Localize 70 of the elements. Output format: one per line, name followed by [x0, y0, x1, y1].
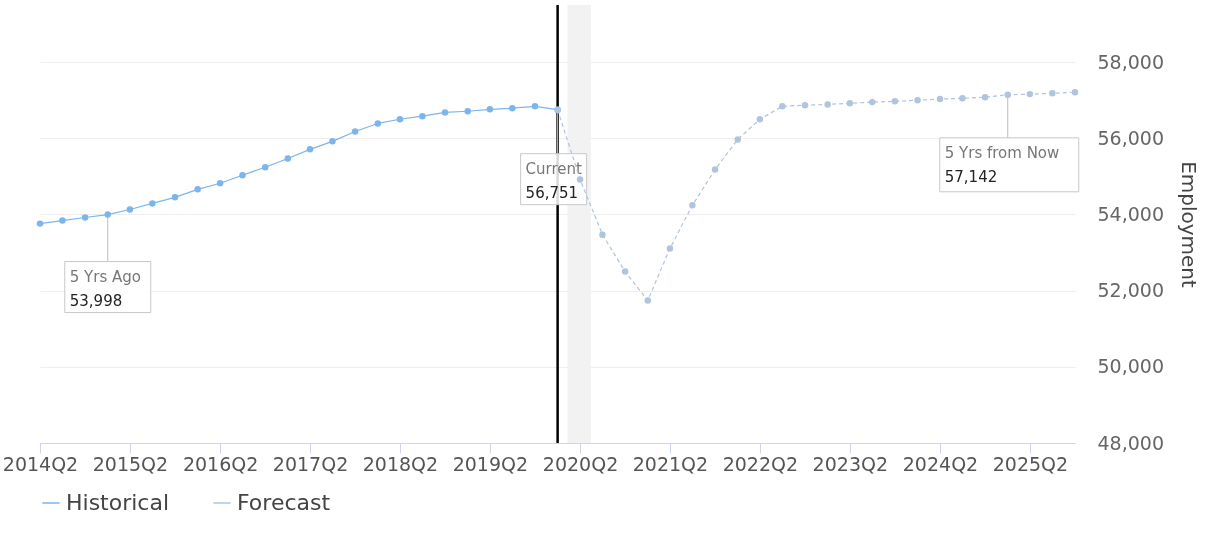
point	[981, 93, 989, 101]
point	[374, 120, 382, 127]
y-axis-title: Employment	[1176, 161, 1201, 289]
point	[194, 186, 201, 193]
point	[36, 220, 44, 227]
y-tick-label: 54,000	[1097, 202, 1164, 225]
point	[576, 176, 584, 183]
point	[464, 108, 471, 115]
point	[81, 214, 89, 221]
point	[621, 268, 629, 275]
x-tick-label: 2020Q2	[542, 452, 619, 475]
point	[531, 103, 539, 110]
x-tick-label: 2019Q2	[452, 452, 529, 475]
point	[936, 95, 944, 103]
point	[756, 116, 764, 123]
annotation: 5 Yrs Ago 53,998	[69, 267, 141, 310]
point	[284, 155, 292, 162]
point	[126, 206, 134, 213]
point	[779, 103, 786, 110]
point	[824, 101, 831, 108]
point	[486, 106, 494, 113]
point	[734, 136, 741, 143]
x-tick-label: 2021Q2	[632, 452, 709, 475]
y-tick-label: 56,000	[1097, 126, 1164, 149]
y-tick-label: 58,000	[1097, 50, 1164, 73]
x-tick-label: 2023Q2	[812, 452, 889, 475]
point	[149, 200, 156, 207]
point	[396, 116, 404, 123]
point	[869, 98, 876, 106]
annotation: 5 Yrs from Now 57,142	[944, 143, 1060, 186]
point	[441, 109, 449, 116]
point	[644, 297, 652, 304]
point	[306, 146, 314, 153]
point	[666, 245, 674, 252]
point	[351, 128, 359, 135]
point	[239, 172, 246, 179]
point	[1026, 90, 1034, 98]
point	[261, 164, 269, 171]
point	[599, 231, 606, 238]
point	[171, 194, 179, 201]
y-tick-label: 50,000	[1097, 355, 1164, 378]
x-tick-label: 2025Q2	[992, 452, 1069, 475]
legend-label: Forecast	[237, 490, 331, 515]
y-tick-label: 52,000	[1097, 279, 1164, 302]
annotation: Current 56,751	[525, 159, 583, 202]
point	[891, 98, 899, 105]
point	[1071, 88, 1079, 96]
point	[959, 95, 966, 102]
x-tick-label: 2022Q2	[722, 452, 799, 475]
point	[419, 112, 426, 120]
point	[59, 217, 66, 224]
point	[509, 104, 516, 112]
point	[1004, 91, 1011, 99]
point	[846, 100, 854, 107]
point	[216, 180, 224, 187]
x-tick-label: 2015Q2	[92, 452, 169, 475]
point	[329, 138, 336, 145]
x-tick-label: 2014Q2	[2, 452, 79, 475]
point	[1049, 90, 1056, 97]
legend-label: Historical	[66, 490, 170, 515]
point	[914, 96, 921, 104]
x-tick-label: 2024Q2	[902, 452, 979, 475]
x-tick-label: 2018Q2	[362, 452, 439, 475]
x-tick-label: 2016Q2	[182, 452, 259, 475]
point	[689, 202, 696, 209]
point	[801, 101, 809, 109]
point	[711, 166, 719, 173]
x-tick-label: 2017Q2	[272, 452, 349, 475]
y-tick-label: 48,000	[1097, 431, 1164, 454]
point	[104, 211, 111, 218]
